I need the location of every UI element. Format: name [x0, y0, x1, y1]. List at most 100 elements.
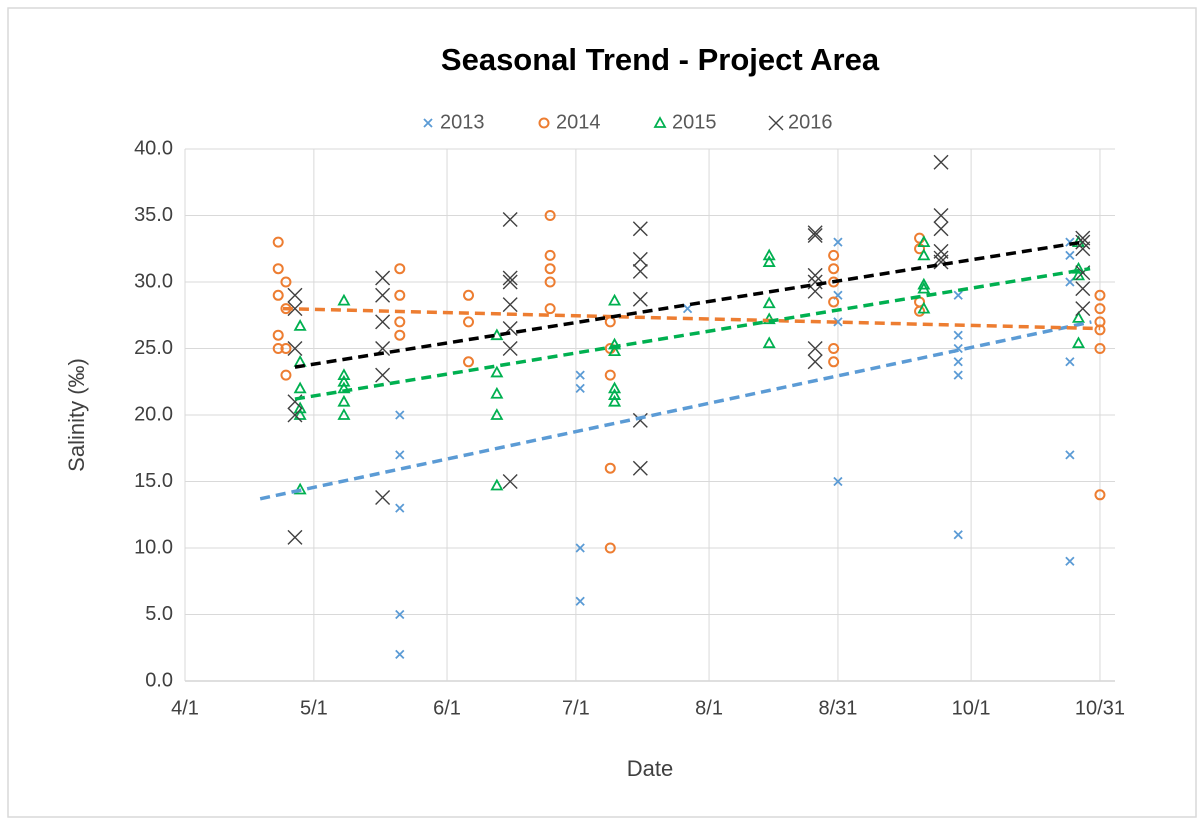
point [1065, 450, 1075, 460]
point [280, 343, 292, 354]
point [1094, 316, 1106, 328]
y-tick-label: 40.0 [134, 137, 173, 159]
point [917, 235, 931, 247]
y-tick-label: 30.0 [134, 270, 173, 292]
point [337, 394, 351, 407]
point [394, 316, 406, 328]
point [917, 281, 931, 294]
point [490, 478, 504, 491]
x-tick-label: 4/1 [171, 697, 199, 719]
point [828, 296, 840, 308]
point [287, 407, 303, 423]
point [544, 303, 556, 315]
point [337, 408, 351, 420]
point [833, 237, 843, 247]
point [632, 263, 648, 279]
legend-label: 2015 [672, 111, 717, 133]
point [933, 154, 949, 170]
point [953, 357, 963, 367]
point [337, 368, 351, 380]
trendline [294, 266, 1091, 401]
point [608, 381, 622, 394]
point [1094, 343, 1106, 354]
point [395, 503, 405, 513]
point [293, 319, 307, 331]
point [917, 301, 931, 314]
x-tick-label: 8/1 [695, 697, 723, 719]
y-tick-label: 35.0 [134, 204, 173, 226]
point [1071, 336, 1086, 349]
y-tick-label: 15.0 [134, 470, 173, 492]
point [463, 356, 475, 368]
point [1065, 250, 1075, 261]
point [394, 289, 406, 301]
point [1065, 556, 1075, 566]
x-tick-label: 10/31 [1075, 697, 1125, 719]
point [604, 462, 616, 474]
point [608, 388, 622, 400]
point [375, 489, 391, 505]
point [632, 251, 648, 267]
point [395, 609, 405, 620]
point [632, 291, 648, 307]
point [280, 369, 292, 381]
point [807, 267, 823, 283]
point [293, 408, 307, 420]
y-tick-label: 0.0 [145, 669, 173, 691]
point [502, 474, 518, 489]
point [1075, 234, 1091, 250]
chart-title: Seasonal Trend - Project Area [441, 42, 880, 77]
legend-marker [653, 116, 667, 128]
point [762, 336, 776, 349]
point [337, 374, 351, 387]
point [272, 289, 284, 301]
chart-border [7, 7, 1197, 818]
point [833, 317, 843, 327]
point [395, 450, 405, 460]
point [807, 354, 823, 370]
point [293, 401, 307, 414]
x-tick-label: 5/1 [300, 697, 328, 719]
point [502, 270, 518, 286]
point [544, 249, 556, 261]
point [293, 381, 307, 394]
point [914, 305, 926, 317]
point [502, 297, 518, 313]
point [608, 344, 622, 357]
point [394, 263, 406, 275]
point [272, 343, 284, 354]
point [1094, 324, 1106, 336]
point [544, 210, 556, 221]
trendline [282, 306, 1101, 331]
point [1071, 311, 1086, 323]
point [575, 596, 585, 606]
legend-marker [538, 117, 550, 129]
y-tick-label: 25.0 [134, 337, 173, 359]
trendline [259, 320, 1092, 501]
point [762, 248, 776, 261]
point [280, 276, 292, 288]
point [828, 249, 840, 261]
point [1075, 281, 1091, 297]
point [287, 301, 303, 317]
point [272, 236, 284, 248]
x-tick-label: 6/1 [433, 697, 461, 719]
point [682, 303, 693, 314]
legend-label: 2014 [556, 111, 601, 133]
y-axis-title: Salinity (‰) [64, 358, 89, 472]
point [463, 289, 475, 301]
point [1071, 261, 1086, 274]
point [394, 329, 406, 341]
x-axis-title: Date [627, 756, 673, 781]
point [608, 337, 622, 350]
point [933, 243, 949, 259]
point [337, 293, 351, 306]
point [463, 316, 475, 328]
point [762, 255, 776, 267]
point [833, 476, 843, 487]
point [604, 542, 616, 554]
point [544, 263, 556, 275]
point [917, 248, 931, 261]
y-tick-label: 10.0 [134, 536, 173, 558]
